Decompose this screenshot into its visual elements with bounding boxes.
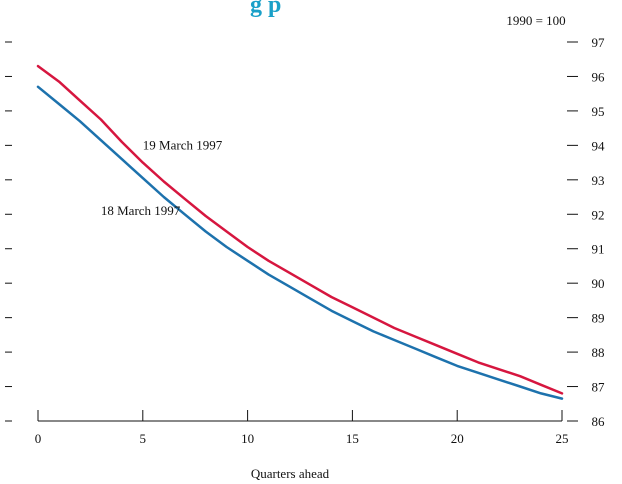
x-tick-label: 10 [241, 431, 254, 446]
chart-title-group: g p [250, 0, 281, 18]
x-tick-label: 0 [35, 431, 42, 446]
right-tick-label: 97 [592, 35, 606, 50]
right-tick-label: 96 [592, 69, 606, 84]
left-axis-ticks [5, 41, 12, 422]
series-group [36, 64, 564, 400]
series-line [36, 85, 564, 400]
unit-note: 1990 = 100 [506, 13, 565, 28]
series-line [36, 64, 564, 395]
x-axis: 0 5 10 15 20 25 [35, 410, 569, 446]
x-tick-label: 5 [140, 431, 147, 446]
right-tick-label: 87 [592, 380, 606, 395]
x-tick-label: 15 [346, 431, 359, 446]
right-tick-label: 88 [592, 345, 605, 360]
right-axis-ticks: 86 87 88 89 90 91 92 93 94 95 96 97 [567, 35, 605, 429]
series-annotation: 19 March 1997 [143, 137, 223, 152]
right-tick-label: 86 [592, 414, 606, 429]
right-tick-label: 93 [592, 173, 605, 188]
series-annotation: 18 March 1997 [101, 203, 181, 218]
annotations-group: 19 March 1997 18 March 1997 [101, 137, 223, 217]
right-tick-label: 92 [592, 207, 605, 222]
right-tick-label: 90 [592, 276, 605, 291]
right-tick-label: 95 [592, 104, 605, 119]
x-tick-label: 20 [451, 431, 464, 446]
right-tick-label: 91 [592, 242, 605, 257]
right-tick-label: 94 [592, 138, 606, 153]
right-tick-label: 89 [592, 311, 605, 326]
x-tick-label: 25 [556, 431, 569, 446]
chart-title: g p [250, 0, 281, 18]
x-axis-label: Quarters ahead [251, 466, 330, 481]
